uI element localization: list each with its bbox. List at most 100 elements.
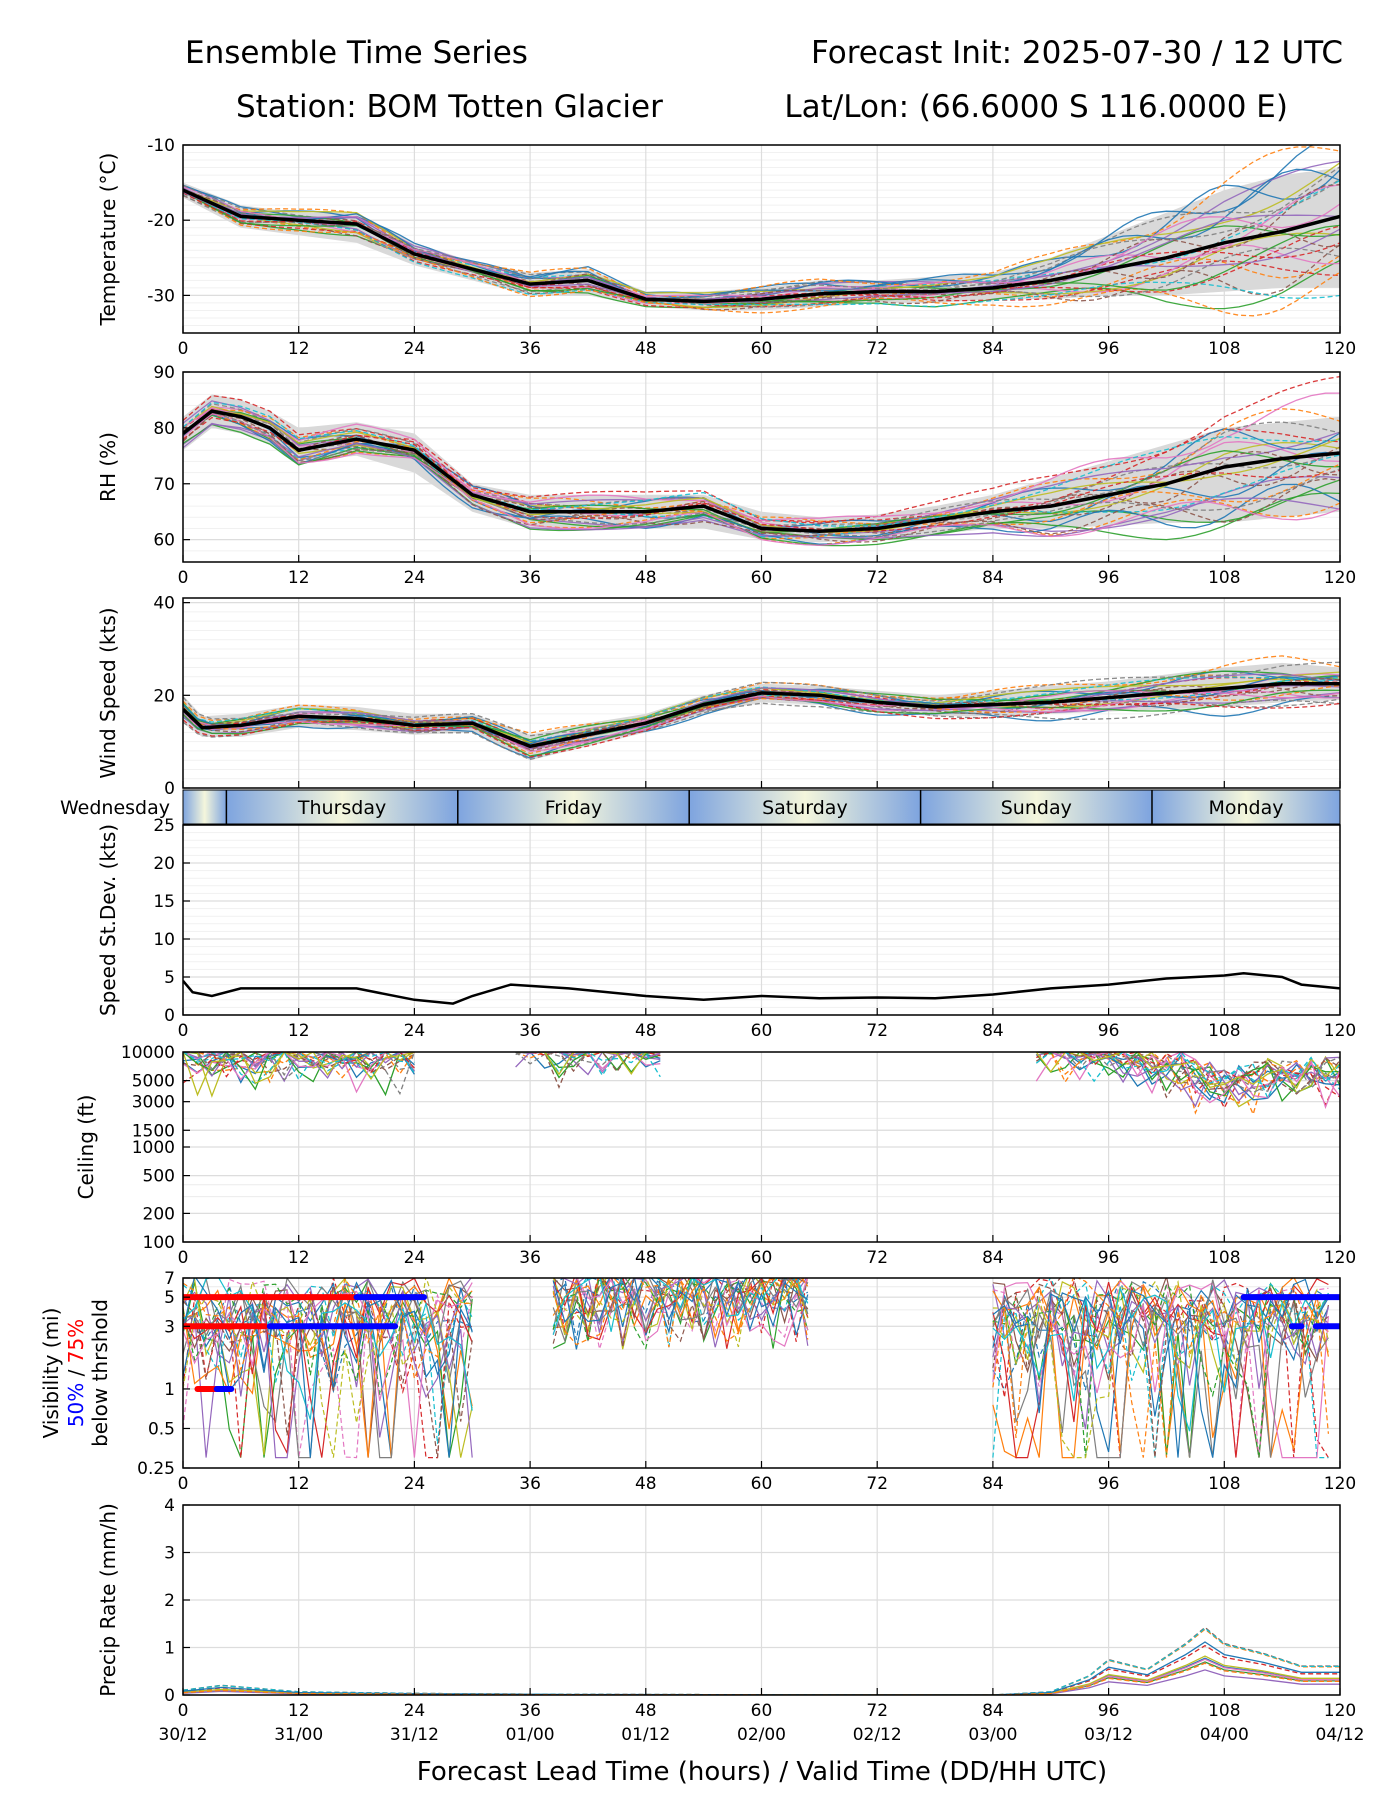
x-tick-label: 48 [635,1701,657,1721]
x-tick-label: 120 [1324,1701,1356,1721]
day-label: Sunday [1001,797,1072,819]
panel-speed_stdev: 0 5 10 15 20 25 0 12 24 36 48 60 72 84 96 108 120 Speed S… [96,816,1356,1041]
y-tick-label: 1 [164,1380,175,1400]
ensemble-member-line [183,191,1340,317]
ensemble-member-line [183,191,1340,301]
x-axis-label: Forecast Lead Time (hours) / Valid Time … [417,1757,1107,1787]
x-tick-label: 96 [1098,339,1120,359]
x-tick-label: 36 [519,568,541,588]
y-axis-label: Precip Rate (mm/h) [96,1503,120,1697]
x-valid-time-label: 02/00 [737,1725,786,1745]
ensemble-member-line [183,1278,1329,1458]
ensemble-member-line [183,1052,1340,1097]
plot-area-speed_stdev [183,971,1340,1005]
ensemble-member-line [183,166,1340,300]
x-tick-label: 96 [1098,568,1120,588]
y-tick-label: 15 [153,892,175,912]
ensemble-member-line [183,1662,1340,1695]
x-tick-label: 108 [1208,1701,1240,1721]
ensemble-member-line [183,192,1340,308]
ensemble-member-line [183,410,1340,533]
x-tick-label: 96 [1098,1474,1120,1494]
y-tick-label: 3 [164,1544,175,1564]
ensemble-member-line [183,412,1340,546]
x-tick-label: 0 [178,1021,189,1041]
day-band: Wednesday Thursday Friday Saturday Sunday Mon… [60,789,1341,825]
ensemble-member-line [183,401,1340,527]
x-tick-label: 24 [404,1474,426,1494]
x-tick-label: 120 [1324,1248,1356,1268]
y-axis-label-threshold: 50% / 75% [64,1319,88,1427]
day-label: Thursday [297,797,386,819]
x-tick-label: 36 [519,1021,541,1041]
y-axis-label: Wind Speed (kts) [96,607,120,778]
x-tick-label: 12 [288,1248,310,1268]
panel-wind: 0 20 40 Wind Speed (kts) [96,594,1341,799]
ensemble-member-line [183,1052,1340,1096]
y-tick-label: 1500 [132,1121,175,1141]
x-valid-time-label: 04/00 [1200,1725,1249,1745]
y-tick-label: -20 [147,211,175,231]
x-tick-label: 0 [178,339,189,359]
y-label-50pct: 50% [64,1383,88,1427]
ensemble-member-line [183,1641,1340,1695]
y-tick-label: 0 [164,779,175,799]
y-tick-label: -10 [147,136,175,156]
x-tick-label: 48 [635,1248,657,1268]
day-band-segment [689,790,921,824]
ensemble-member-line [183,1278,1329,1458]
ensemble-member-line [183,413,1340,534]
y-axis-label-below: below thrshold [88,1299,112,1447]
ensemble-member-line [183,416,1340,532]
x-tick-label: 84 [982,1701,1004,1721]
y-tick-label: 40 [153,594,175,614]
y-tick-label: 5 [164,968,175,988]
panel-visibility: 75 3 1 0.5 0.250 12 24 36 48 60 72 84 96 108 120 Visibi… [39,1269,1356,1494]
x-tick-label: 24 [404,1701,426,1721]
y-tick-label: 10000 [121,1043,175,1063]
y-tick-label: 90 [153,363,175,383]
title-left: Ensemble Time Series [185,35,528,71]
y-tick-label: -30 [147,286,175,306]
day-label: Saturday [762,797,848,819]
x-tick-label: 120 [1324,339,1356,359]
x-valid-time-label: 01/12 [621,1725,670,1745]
y-tick-label: 2 [164,1591,175,1611]
day-band-frame [182,789,1341,825]
ensemble-member-line [183,194,1340,311]
plot-area-rh [183,375,1340,547]
x-valid-time-label: 31/12 [390,1725,439,1745]
plot-area-wind [183,655,1340,761]
chart-panels: -10-20-300 12 24 36 48 60 72 84 96 108 120Temperat… [39,136,1356,1721]
x-tick-label: 48 [635,339,657,359]
x-tick-label: 36 [519,1248,541,1268]
ensemble-mean-line [183,681,1340,749]
x-tick-label: 60 [751,568,773,588]
x-valid-time-label: 02/12 [853,1725,902,1745]
ensemble-member-line [183,188,1340,304]
y-label-slash: / [64,1363,88,1382]
ensemble-member-line [183,1052,1340,1110]
x-tick-label: 0 [178,1248,189,1268]
x-tick-label: 36 [519,339,541,359]
station-title: Station: BOM Totten Glacier [236,89,663,125]
y-tick-label: 80 [153,419,175,439]
ensemble-member-line [183,678,1340,751]
y-tick-label: 500 [143,1167,175,1187]
title-right: Forecast Init: 2025-07-30 / 12 UTC [811,35,1343,71]
day-band-segment [457,790,690,824]
ensemble-mean-line [183,409,1340,534]
x-tick-label: 72 [866,339,888,359]
x-tick-label: 108 [1208,568,1240,588]
panel-temperature: -10 -20 -30 0 12 24 36 48 60 72 84 96 108 120 Temperat… [96,136,1356,359]
y-axis-label: Ceiling (ft) [74,1095,98,1200]
x-tick-label: 24 [404,568,426,588]
panel-rh: 60 70 80 90 0 12 24 36 48 60 72 84 96 108 120 RH (%) [96,363,1356,588]
x-valid-time-label: 30/12 [159,1725,208,1745]
ensemble-member-line [183,146,1340,297]
plot-area-temperature [183,145,1340,317]
y-axis-label: RH (%) [96,432,120,502]
x-tick-label: 60 [751,1474,773,1494]
ensemble-member-line [183,1278,1329,1458]
